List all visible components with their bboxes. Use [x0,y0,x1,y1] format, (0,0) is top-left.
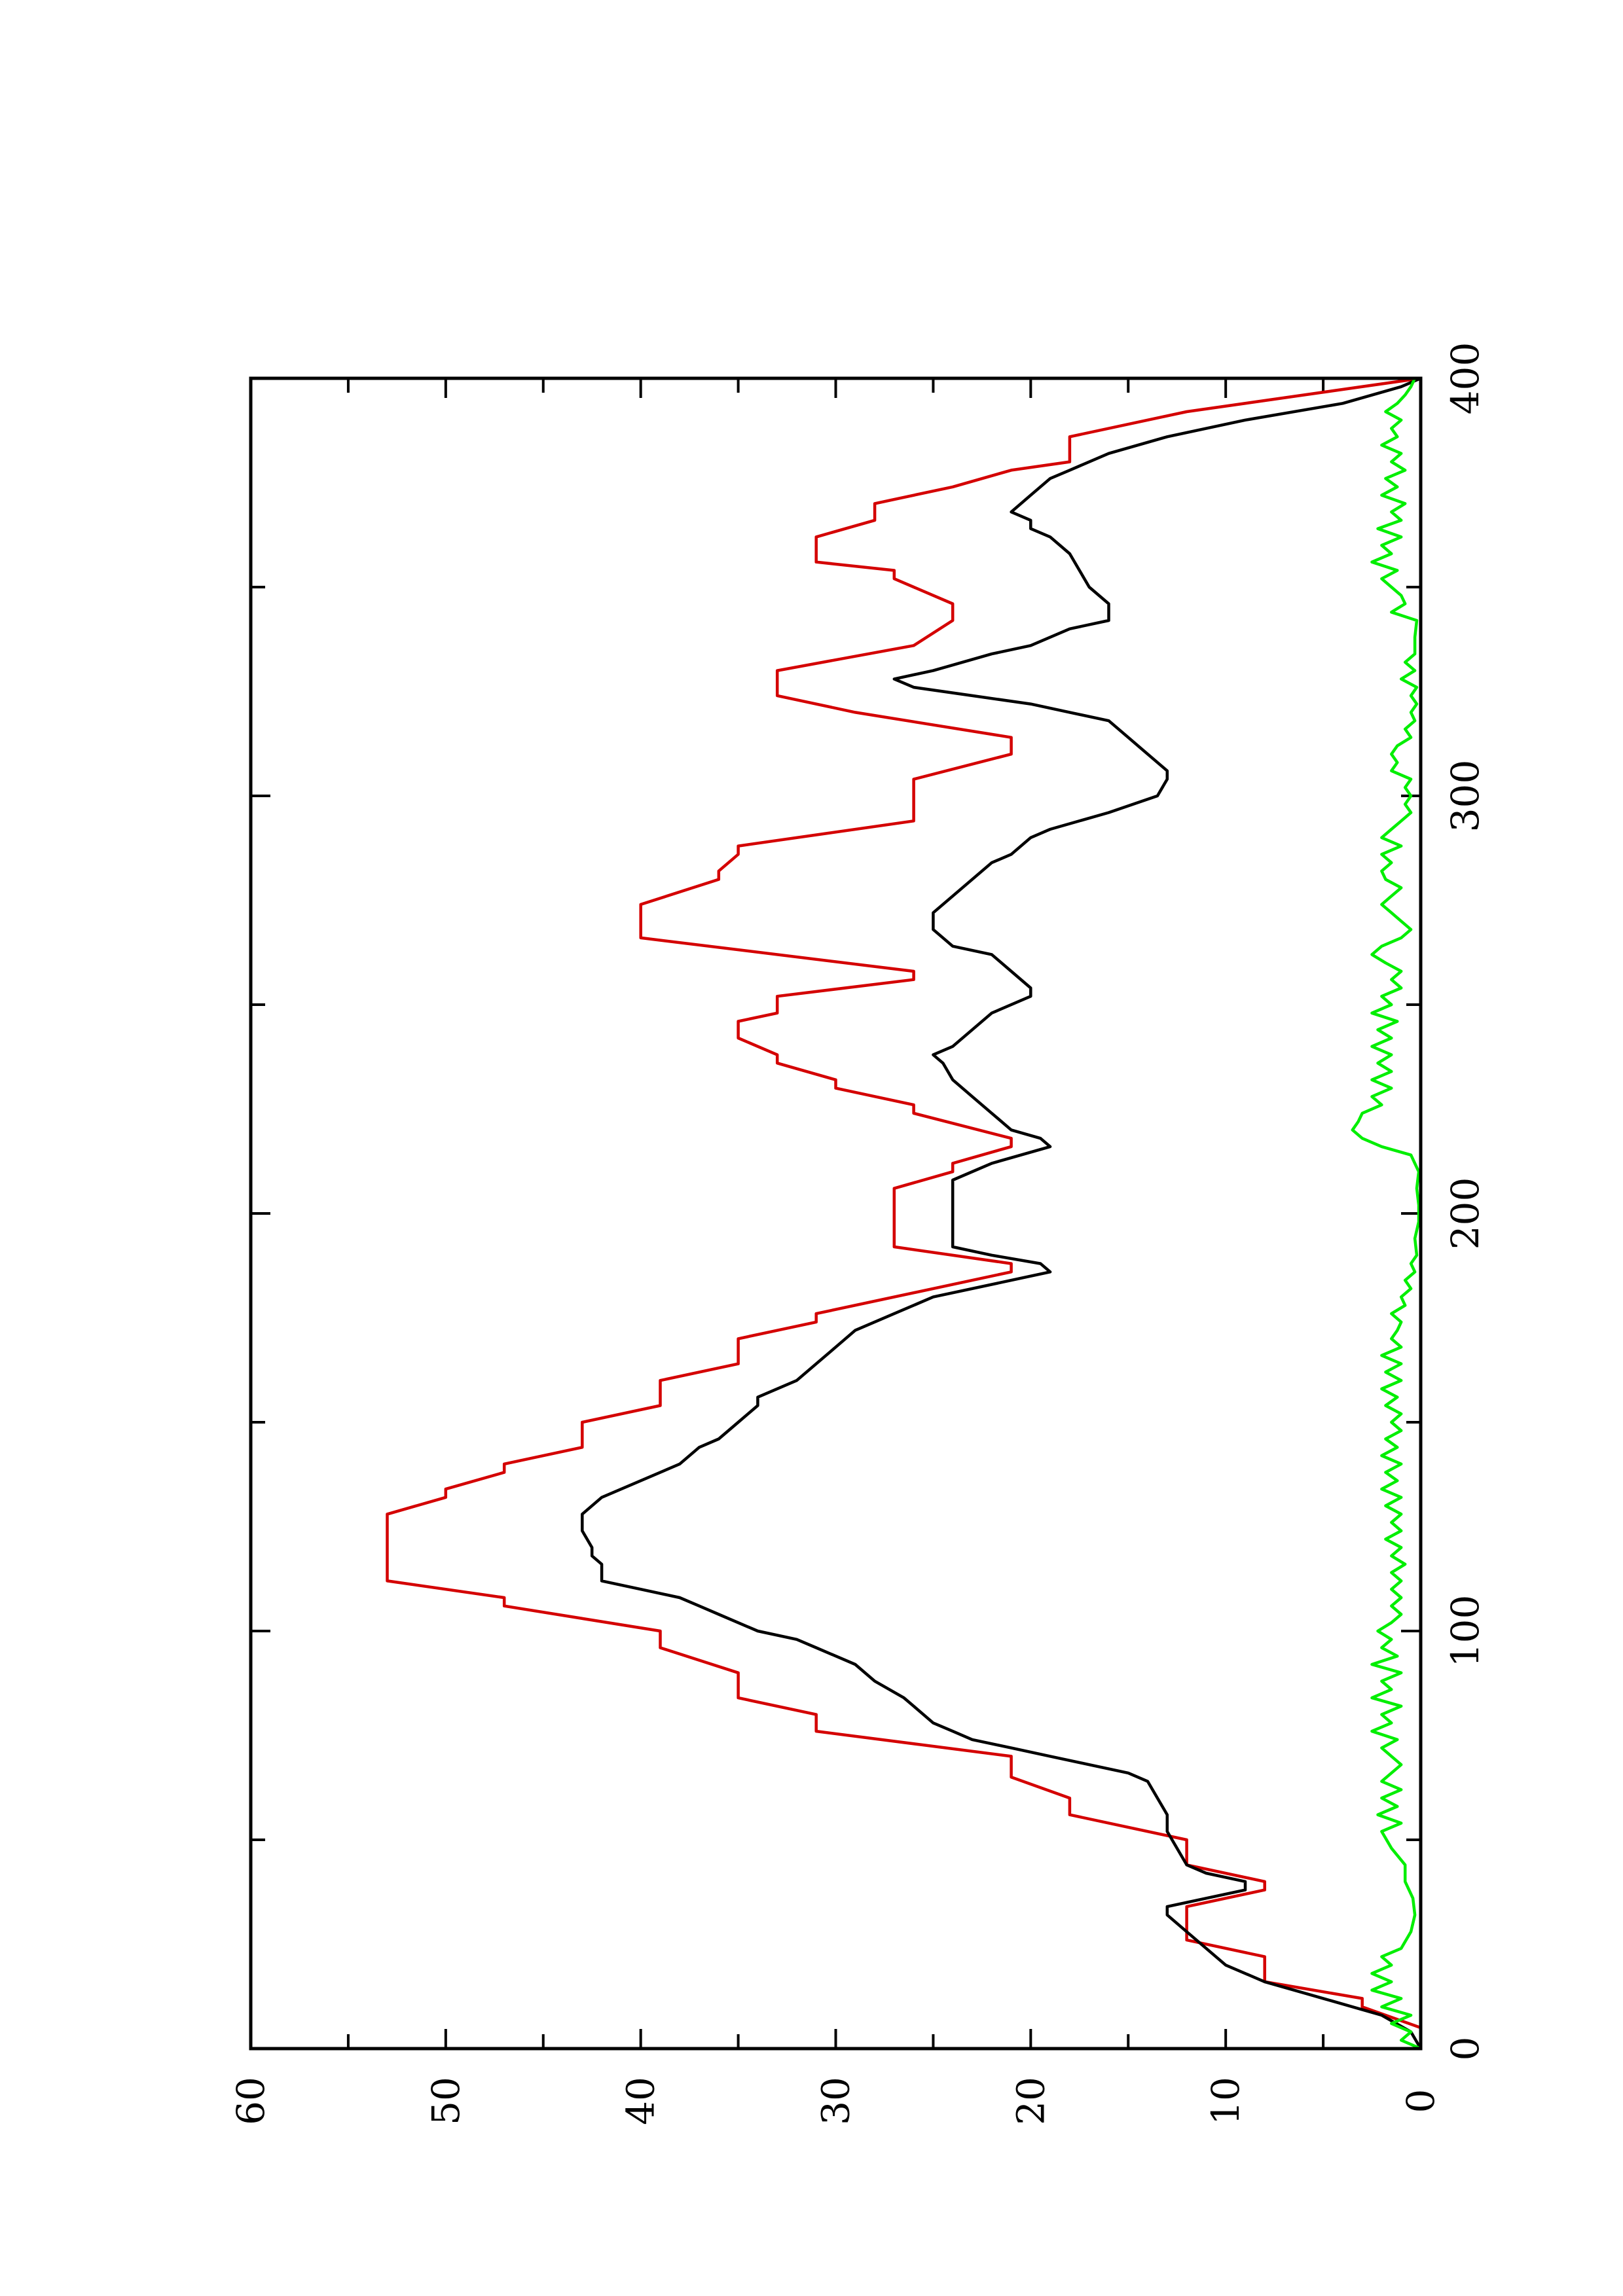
series-layer [386,376,1423,2051]
y-tick-label-60: 60 [228,2077,273,2125]
y-tick-label-20: 20 [1008,2077,1053,2125]
x-tick-label-100: 100 [1443,1595,1487,1668]
series-line-2 [581,376,1422,2050]
x-tick-label-300: 300 [1443,760,1487,833]
plot-frame [249,376,1423,2051]
x-tick-label-400: 400 [1443,342,1487,415]
series-line-3 [1351,378,1421,2051]
x-tick-label-200: 200 [1443,1177,1487,1250]
x-tick-label-0: 0 [1443,2037,1487,2061]
y-tick-label-10: 10 [1203,2077,1248,2125]
y-tick-label-30: 30 [814,2077,858,2125]
y-tick-label-50: 50 [424,2077,468,2125]
axis-ticks [249,377,1422,2050]
y-tick-label-0: 0 [1398,2089,1443,2113]
series-line-1 [386,376,1423,2049]
tick-labels: 0 100 200 300 400 0 10 20 30 40 50 60 [228,342,1487,2125]
y-tick-label-40: 40 [619,2077,663,2125]
